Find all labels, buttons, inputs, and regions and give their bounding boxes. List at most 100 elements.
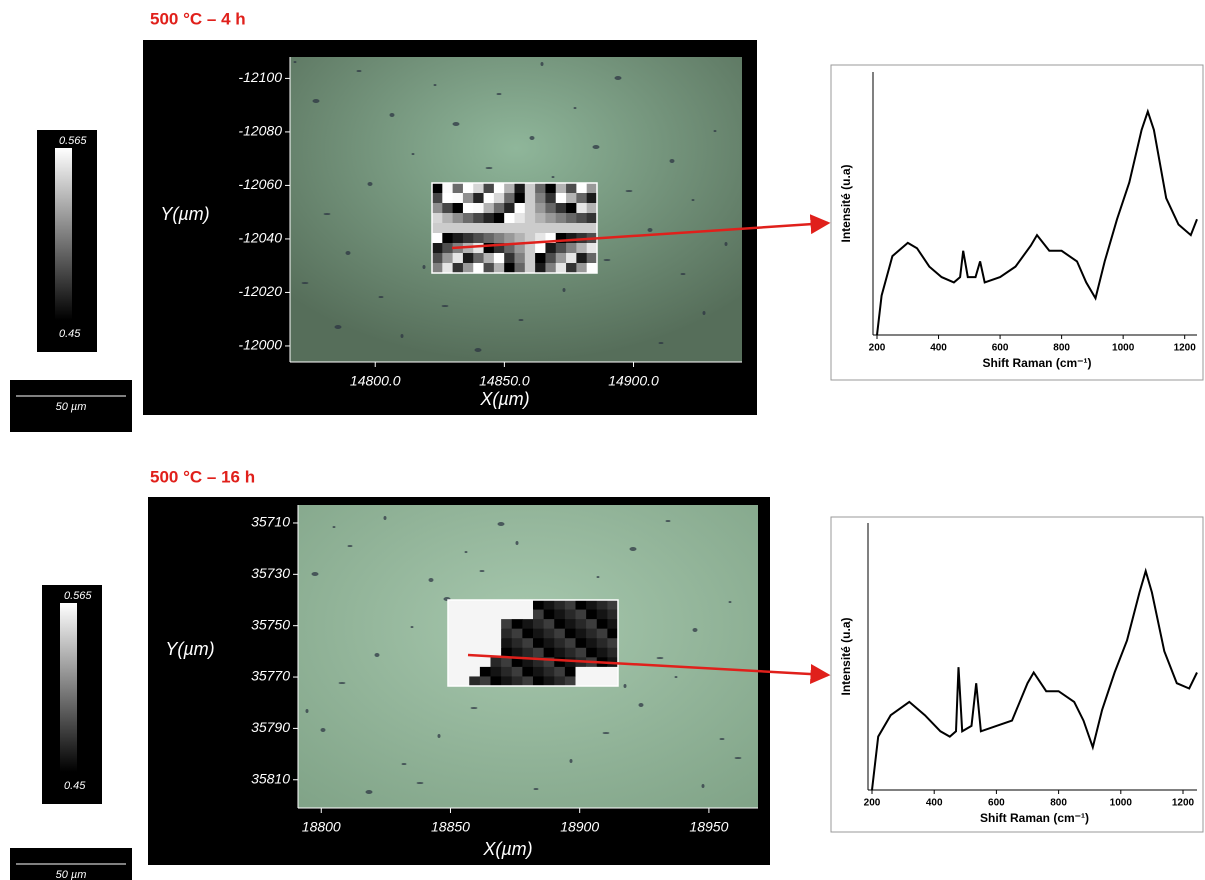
map-pixel xyxy=(483,223,495,234)
map-pixel xyxy=(458,638,470,649)
map-pixel xyxy=(524,183,536,194)
map-pixel xyxy=(524,203,536,214)
map-pixel xyxy=(490,600,502,611)
speck xyxy=(365,790,373,794)
map-pixel xyxy=(469,666,481,677)
map-y-label: Y(µm) xyxy=(165,639,214,659)
map-pixel xyxy=(462,253,474,264)
map-y-tick-label: 35710 xyxy=(251,514,290,530)
map-y-label: Y(µm) xyxy=(160,204,209,224)
spectrum-x-tick-label: 1000 xyxy=(1112,343,1135,354)
map-pixel xyxy=(596,628,608,639)
speck xyxy=(347,545,353,547)
map-pixel xyxy=(522,657,534,668)
speck xyxy=(674,676,678,678)
speck xyxy=(496,93,502,95)
map-y-tick-label: 35790 xyxy=(251,719,290,735)
map-pixel xyxy=(543,676,555,687)
map-pixel xyxy=(469,657,481,668)
map-pixel xyxy=(555,253,567,264)
speck xyxy=(625,190,633,192)
map-pixel xyxy=(490,609,502,620)
map-pixel xyxy=(543,619,555,630)
map-pixel xyxy=(462,193,474,204)
map-pixel xyxy=(607,609,619,620)
map-pixel xyxy=(432,263,443,274)
map-pixel xyxy=(479,657,491,668)
map-pixel xyxy=(607,666,619,677)
map-pixel xyxy=(566,253,577,264)
map-y-tick-label: -12020 xyxy=(238,283,282,299)
map-pixel xyxy=(543,647,555,658)
map-pixel xyxy=(524,253,536,264)
map-pixel xyxy=(448,628,460,639)
map-pixel xyxy=(448,638,460,649)
map-pixel xyxy=(473,183,485,194)
map-y-tick-label: -12040 xyxy=(238,230,282,246)
speck xyxy=(383,516,387,520)
speck xyxy=(401,763,407,765)
map-pixel xyxy=(490,619,502,630)
map-pixel xyxy=(545,233,557,244)
speck xyxy=(345,251,351,255)
map-pixel xyxy=(501,638,513,649)
map-pixel xyxy=(432,203,443,214)
speck xyxy=(320,728,326,732)
map-pixel xyxy=(432,253,443,264)
map-pixel xyxy=(504,233,515,244)
panel-title: 500 °C – 4 h xyxy=(150,9,246,28)
map-pixel xyxy=(504,253,515,264)
map-pixel xyxy=(564,600,576,611)
speck xyxy=(485,167,493,169)
spectrum-x-tick-label: 800 xyxy=(1050,798,1067,809)
map-pixel xyxy=(575,600,587,611)
map-pixel xyxy=(504,213,515,224)
map-pixel xyxy=(564,609,576,620)
colorbar-min: 0.45 xyxy=(59,328,81,340)
speck xyxy=(734,757,742,759)
map-pixel xyxy=(504,193,515,204)
speck xyxy=(669,159,675,163)
map-pixel xyxy=(511,657,523,668)
map-pixel xyxy=(432,223,443,234)
speck xyxy=(464,551,468,553)
map-pixel xyxy=(555,203,567,214)
map-pixel xyxy=(607,676,619,687)
spectrum-x-tick-label: 1200 xyxy=(1172,798,1195,809)
map-pixel xyxy=(493,223,505,234)
map-region xyxy=(431,182,598,274)
map-pixel xyxy=(458,600,470,611)
map-y-tick-label: -12080 xyxy=(238,123,282,139)
arrow xyxy=(451,214,831,250)
map-pixel xyxy=(442,253,454,264)
map-pixel xyxy=(469,638,481,649)
map-pixel xyxy=(462,223,474,234)
speck xyxy=(596,576,600,578)
map-x-tick-label: 14900.0 xyxy=(608,373,659,389)
map-pixel xyxy=(555,243,567,254)
map-pixel xyxy=(522,666,534,677)
map-pixel xyxy=(442,213,454,224)
speck xyxy=(701,784,705,788)
map-pixel xyxy=(458,657,470,668)
map-pixel xyxy=(483,233,495,244)
speck xyxy=(728,601,732,603)
map-pixel xyxy=(493,253,505,264)
map-pixel xyxy=(586,223,598,234)
map-pixel xyxy=(566,203,577,214)
speck xyxy=(378,296,384,298)
speck xyxy=(411,153,415,155)
speck xyxy=(713,130,717,132)
map-pixel xyxy=(473,243,485,254)
map-pixel xyxy=(469,676,481,687)
map-pixel xyxy=(535,223,546,234)
map-pixel xyxy=(554,676,566,687)
speck xyxy=(724,242,728,246)
map-pixel xyxy=(432,213,443,224)
speck xyxy=(356,70,362,72)
map-pixel xyxy=(535,243,546,254)
speck xyxy=(452,122,460,126)
map-pixel xyxy=(501,600,513,611)
map-pixel xyxy=(514,253,526,264)
